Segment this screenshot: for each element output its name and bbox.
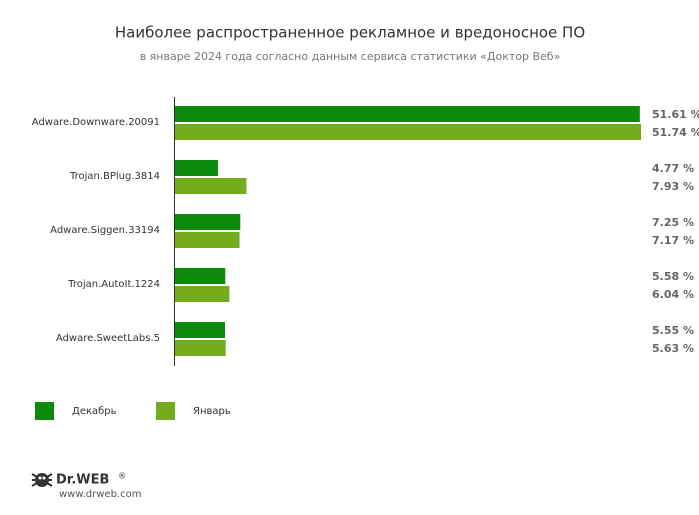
value-label: 4.77 % [652, 162, 694, 175]
bar [175, 178, 247, 194]
y-tick-label: Adware.Downware.20091 [32, 117, 160, 128]
registered: ® [118, 472, 126, 481]
brand: Dr.WEB [56, 473, 109, 488]
value-label: 6.04 % [652, 288, 694, 301]
value-label: 7.17 % [652, 234, 694, 247]
y-tick-label: Adware.SweetLabs.5 [56, 333, 160, 344]
value-label: 5.55 % [652, 324, 694, 337]
bar [175, 106, 640, 122]
y-tick-label: Trojan.AutoIt.1224 [67, 279, 160, 290]
y-tick-label: Adware.Siggen.33194 [50, 225, 160, 236]
value-label: 51.61 % [652, 108, 699, 121]
bar [175, 160, 218, 176]
bar [175, 214, 241, 230]
legend-label: Декабрь [72, 406, 117, 417]
legend-swatch [35, 402, 54, 420]
bar [175, 340, 226, 356]
value-label: 7.93 % [652, 180, 694, 193]
value-label: 5.58 % [652, 270, 694, 283]
value-label: 7.25 % [652, 216, 694, 229]
bar [175, 286, 230, 302]
url: www.drweb.com [59, 489, 141, 500]
bar [175, 232, 240, 248]
value-label: 5.63 % [652, 342, 694, 355]
chart-subtitle: в январе 2024 года согласно данным серви… [140, 50, 561, 63]
y-tick-label: Trojan.BPlug.3814 [69, 171, 160, 182]
logo [31, 473, 53, 487]
chart-title: Наиболее распространенное рекламное и вр… [115, 24, 585, 42]
bar [175, 268, 226, 284]
legend-swatch [156, 402, 175, 420]
bar [175, 124, 641, 140]
legend-label: Январь [193, 406, 231, 417]
bar [175, 322, 225, 338]
value-label: 51.74 % [652, 126, 699, 139]
